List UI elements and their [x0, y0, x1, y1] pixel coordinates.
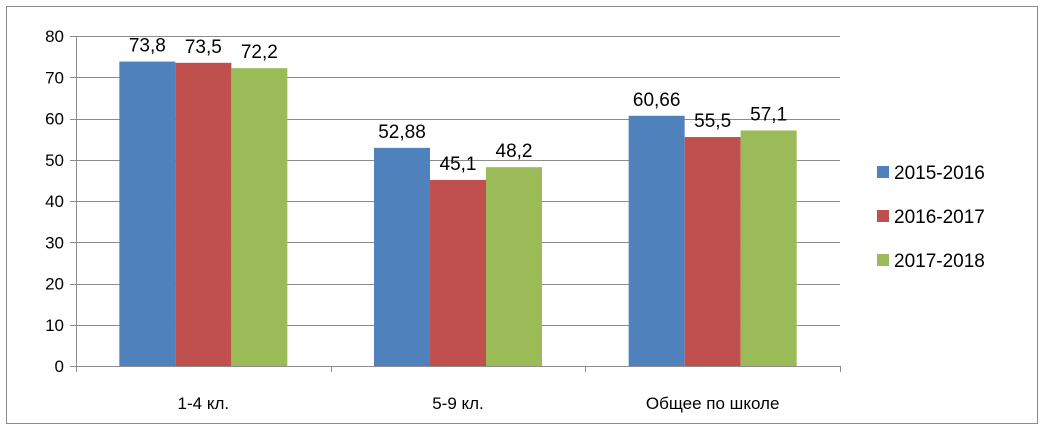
bar: [119, 61, 176, 366]
y-tick-label: 30: [45, 233, 64, 252]
data-label: 73,5: [185, 37, 222, 58]
bar: [628, 115, 685, 366]
bars: [119, 61, 797, 367]
legend-swatch: [877, 166, 889, 178]
data-label: 52,88: [378, 122, 426, 143]
axes: 0 10 20 30 40 50 60 70 80 1-4 кл. 5-9 кл. Общее по …: [45, 27, 841, 413]
y-tick-label: 70: [45, 68, 64, 87]
data-label: 45,1: [440, 154, 477, 175]
y-tick-label: 0: [55, 357, 64, 376]
x-tick-label: 1-4 кл.: [178, 394, 230, 413]
bar: [231, 68, 288, 367]
bar: [486, 167, 542, 366]
data-label: 55,5: [694, 111, 731, 132]
bar: [430, 179, 486, 366]
data-label: 57,1: [750, 104, 787, 125]
y-tick-label: 40: [45, 192, 64, 211]
bar: [374, 147, 430, 366]
legend-swatch: [877, 254, 889, 266]
y-tick-label: 20: [45, 275, 64, 294]
y-tick-label: 50: [45, 151, 64, 170]
legend-swatch: [877, 210, 889, 222]
legend-label: 2017-2018: [894, 251, 985, 272]
bar: [740, 130, 797, 366]
bar: [175, 62, 232, 366]
legend: 2015-2016 2016-2017 2017-2018: [877, 163, 985, 272]
data-labels: 73,8 73,5 72,2 52,88 45,1 48,2 60,66 55,5 57,1: [129, 36, 787, 175]
x-tick-label: Общее по школе: [646, 394, 780, 413]
data-label: 73,8: [129, 36, 166, 57]
legend-label: 2015-2016: [894, 163, 985, 184]
data-label: 60,66: [633, 90, 681, 111]
data-label: 72,2: [241, 42, 278, 63]
y-tick-label: 10: [45, 316, 64, 335]
y-tick-label: 80: [45, 27, 64, 46]
y-tick-label: 60: [45, 110, 64, 129]
data-label: 48,2: [496, 141, 533, 162]
legend-label: 2016-2017: [894, 207, 985, 228]
x-tick-label: 5-9 кл.: [432, 394, 484, 413]
bar: [684, 137, 741, 366]
